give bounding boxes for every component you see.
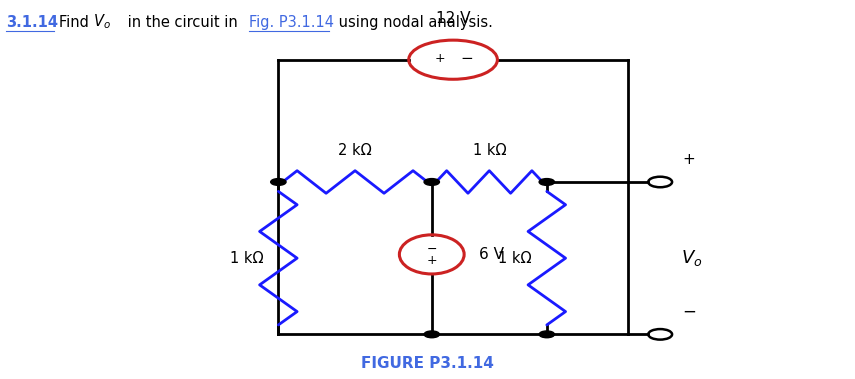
- Circle shape: [424, 331, 439, 338]
- Circle shape: [271, 179, 286, 185]
- Text: 12 V: 12 V: [436, 11, 470, 26]
- Text: +: +: [427, 254, 437, 267]
- Circle shape: [540, 179, 555, 185]
- Circle shape: [540, 331, 555, 338]
- Text: +: +: [435, 52, 445, 65]
- Text: Fig. P3.1.14: Fig. P3.1.14: [249, 14, 333, 30]
- Text: in the circuit in: in the circuit in: [123, 14, 243, 30]
- Text: using nodal analysis.: using nodal analysis.: [333, 14, 492, 30]
- Text: 1 kΩ: 1 kΩ: [498, 251, 532, 266]
- Text: 6 V: 6 V: [480, 247, 504, 262]
- Text: 1 kΩ: 1 kΩ: [473, 143, 506, 158]
- Circle shape: [424, 179, 439, 185]
- Text: 1 kΩ: 1 kΩ: [229, 251, 263, 266]
- Text: FIGURE P3.1.14: FIGURE P3.1.14: [361, 356, 494, 371]
- Text: −: −: [427, 243, 437, 255]
- Text: −: −: [682, 303, 696, 321]
- Text: Find: Find: [59, 14, 94, 30]
- Text: $V_o$: $V_o$: [681, 248, 702, 268]
- Text: −: −: [460, 51, 473, 66]
- Text: 3.1.14: 3.1.14: [6, 14, 57, 30]
- Text: +: +: [682, 152, 695, 167]
- Text: 2 kΩ: 2 kΩ: [339, 143, 372, 158]
- Text: $V_o$: $V_o$: [92, 13, 110, 31]
